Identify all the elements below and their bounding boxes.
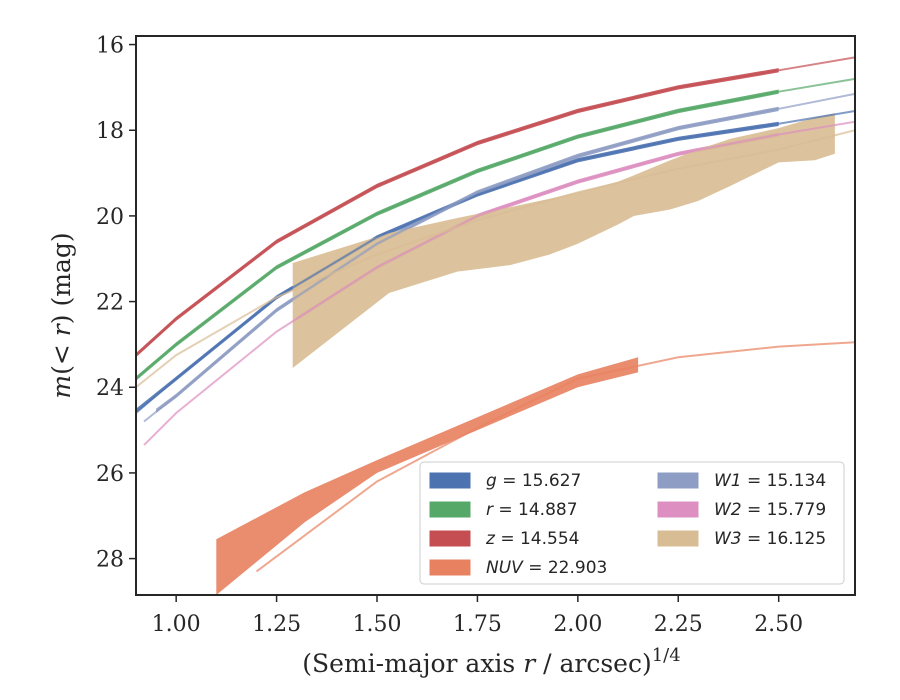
legend-series-value: = 15.779 — [742, 500, 827, 520]
legend-label-w1: W1 = 15.134 — [714, 471, 826, 491]
x-tick-label: 2.00 — [553, 612, 602, 637]
x-axis-label-part1: (Semi-major axis — [302, 649, 523, 678]
y-tick-label: 22 — [96, 291, 124, 316]
x-axis-label-exponent: 1/4 — [652, 645, 681, 666]
legend-swatch-w1 — [657, 472, 699, 489]
y-tick-label: 26 — [96, 462, 124, 487]
y-tick-label: 18 — [96, 119, 124, 144]
model-curve-w2 — [143, 120, 855, 446]
y-axis-label: m(< r) (mag) — [47, 232, 76, 398]
legend-swatch-z — [429, 530, 471, 547]
y-axis-label-unit: ) (mag) — [47, 232, 76, 324]
legend-label-g: g = 15.627 — [486, 471, 581, 491]
legend-label-z: z = 14.554 — [485, 529, 579, 549]
model-curve-r — [136, 77, 855, 380]
x-tick-label: 1.25 — [252, 612, 301, 637]
legend-swatch-w3 — [657, 530, 699, 547]
legend-series-value: = 15.134 — [742, 471, 827, 491]
model-curve-g — [136, 110, 855, 414]
legend-series-value: = 16.125 — [742, 529, 827, 549]
x-tick-label: 1.75 — [453, 612, 502, 637]
legend-series-value: = 15.627 — [497, 471, 582, 491]
y-axis-ticks: 16 18 20 22 24 26 28 — [96, 34, 136, 573]
x-axis-label-part2: / arcsec) — [535, 649, 652, 678]
x-axis-ticks: 1.00 1.25 1.50 1.75 2.00 2.25 2.50 — [152, 595, 803, 637]
legend-box — [419, 461, 845, 585]
y-tick-label: 28 — [96, 548, 124, 573]
y-axis-label-lt: (< — [47, 336, 76, 375]
model-curve-w1 — [143, 92, 855, 423]
plot-frame — [135, 35, 856, 596]
y-axis-label-r: r — [47, 322, 76, 336]
legend-swatch-g — [429, 472, 471, 489]
x-tick-label: 2.50 — [754, 612, 803, 637]
x-tick-label: 1.00 — [152, 612, 201, 637]
legend-series-name: z — [485, 529, 496, 549]
y-tick-label: 20 — [96, 205, 124, 230]
band-layer — [136, 68, 835, 595]
x-axis-label-variable: r — [523, 649, 537, 678]
legend-label-w3: W3 = 16.125 — [714, 529, 826, 549]
model-curve-nuv — [255, 341, 855, 573]
y-tick-label: 24 — [96, 376, 124, 401]
legend-series-name: r — [486, 500, 494, 520]
band-w3 — [292, 113, 835, 368]
legend-series-name: W3 — [714, 529, 742, 549]
legend-series-name: W1 — [714, 471, 742, 491]
legend-series-value: = 14.887 — [493, 500, 578, 520]
legend-swatch-r — [429, 501, 471, 518]
legend-label-nuv: NUV = 22.903 — [486, 558, 607, 578]
legend-swatch-nuv — [429, 559, 471, 576]
legend-series-name: NUV — [486, 558, 524, 578]
model-curve-w3 — [136, 129, 855, 388]
y-axis-label-m: m — [47, 375, 76, 399]
band-nuv — [216, 357, 639, 595]
legend-label-w2: W2 = 15.779 — [714, 500, 826, 520]
model-curve-z — [136, 56, 855, 356]
legend-label-r: r = 14.887 — [486, 500, 578, 520]
legend-series-name: g — [486, 471, 497, 491]
x-tick-label: 2.25 — [654, 612, 703, 637]
legend-series-name: W2 — [714, 500, 742, 520]
y-tick-label: 16 — [96, 34, 124, 59]
x-tick-label: 1.50 — [353, 612, 402, 637]
curve-layer — [136, 56, 855, 573]
x-axis-label: (Semi-major axis r / arcsec)1/4 — [302, 645, 680, 678]
legend-series-value: = 14.554 — [495, 529, 580, 549]
legend-swatch-w2 — [657, 501, 699, 518]
legend-series-value: = 22.903 — [523, 558, 608, 578]
